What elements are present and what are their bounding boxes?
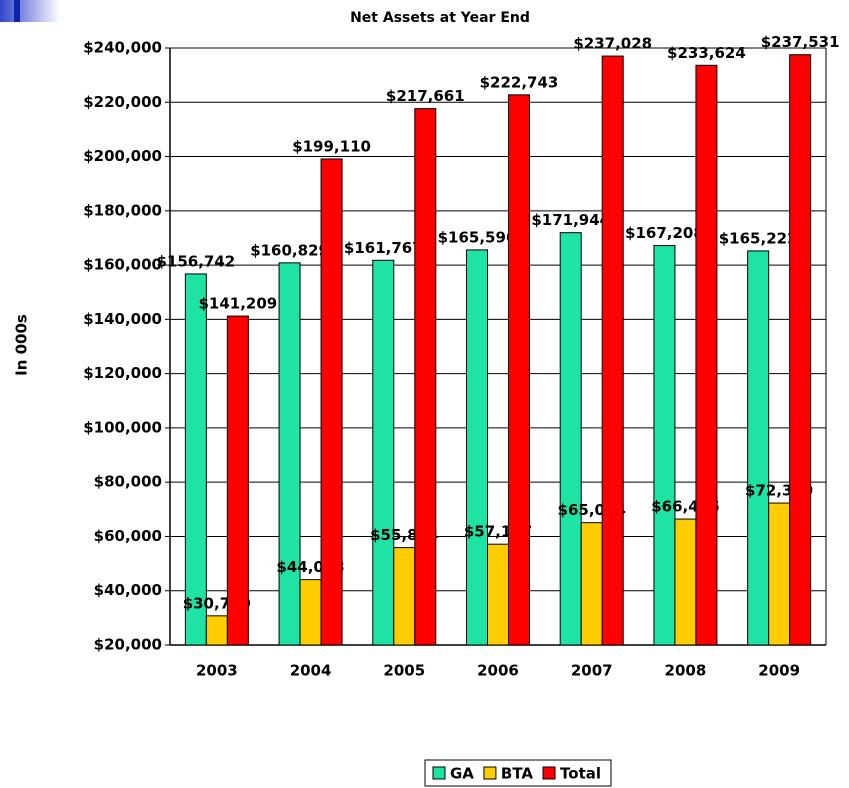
legend-label: Total bbox=[560, 765, 601, 783]
bar bbox=[559, 232, 582, 646]
decoration bbox=[0, 0, 60, 22]
y-tick-label: $220,000 bbox=[83, 93, 162, 111]
bar bbox=[487, 543, 509, 646]
bar bbox=[184, 273, 207, 646]
chart-title: Net Assets at Year End bbox=[350, 10, 530, 26]
y-tick-label: $140,000 bbox=[83, 310, 162, 328]
bar bbox=[299, 579, 322, 646]
data-label: $199,110 bbox=[292, 137, 371, 155]
data-label: $237,028 bbox=[573, 35, 652, 53]
data-label: $222,743 bbox=[480, 73, 559, 91]
legend-swatch bbox=[542, 766, 556, 780]
y-tick-label: $120,000 bbox=[83, 364, 162, 382]
y-tick-label: $80,000 bbox=[94, 473, 162, 491]
x-tick-label: 2009 bbox=[758, 662, 800, 680]
legend-box bbox=[424, 759, 612, 787]
bar bbox=[580, 522, 603, 646]
decoration bbox=[14, 0, 20, 22]
bar bbox=[768, 502, 791, 646]
legend: GA BTA Total bbox=[424, 759, 612, 787]
legend-swatch bbox=[432, 766, 446, 780]
bar bbox=[414, 108, 437, 646]
y-tick-label: $180,000 bbox=[83, 201, 162, 219]
data-label: $156,742 bbox=[156, 252, 235, 270]
data-label: $141,209 bbox=[198, 295, 277, 313]
bar bbox=[320, 158, 343, 646]
y-tick-label: $60,000 bbox=[94, 527, 162, 545]
bar bbox=[205, 615, 228, 646]
y-tick-label: $200,000 bbox=[83, 147, 162, 165]
y-tick-label: $160,000 bbox=[83, 256, 162, 274]
data-label: $217,661 bbox=[386, 87, 465, 105]
data-label: $160,829 bbox=[250, 241, 329, 259]
data-label: $237,531 bbox=[761, 33, 840, 51]
data-label: $165,596 bbox=[438, 228, 517, 246]
x-tick-label: 2003 bbox=[196, 662, 238, 680]
bar bbox=[789, 54, 812, 646]
bar bbox=[695, 64, 718, 646]
y-axis-label: In 000s bbox=[13, 314, 31, 376]
data-label: $167,208 bbox=[625, 224, 704, 242]
x-tick-label: 2007 bbox=[571, 662, 613, 680]
bar bbox=[653, 245, 676, 646]
x-tick-label: 2006 bbox=[477, 662, 519, 680]
data-label: $233,624 bbox=[667, 44, 746, 62]
y-tick-label: $40,000 bbox=[94, 581, 162, 599]
bar bbox=[747, 250, 770, 646]
legend-label: GA bbox=[450, 765, 474, 783]
y-tick-label: $240,000 bbox=[83, 39, 162, 57]
bar bbox=[226, 315, 249, 646]
bar bbox=[393, 547, 416, 646]
bar bbox=[278, 262, 301, 646]
bar bbox=[372, 259, 395, 646]
bar bbox=[601, 55, 624, 646]
data-label: $165,222 bbox=[719, 229, 798, 247]
bar bbox=[466, 249, 488, 646]
x-tick-label: 2005 bbox=[383, 662, 425, 680]
x-tick-label: 2004 bbox=[290, 662, 332, 680]
legend-label: BTA bbox=[501, 765, 534, 783]
x-tick-label: 2008 bbox=[665, 662, 707, 680]
bar bbox=[674, 518, 697, 646]
y-tick-label: $100,000 bbox=[83, 418, 162, 436]
y-tick-label: $20,000 bbox=[94, 636, 162, 654]
data-label: $171,944 bbox=[531, 211, 610, 229]
legend-swatch bbox=[483, 766, 497, 780]
bar bbox=[508, 94, 530, 646]
data-label: $161,767 bbox=[344, 239, 423, 257]
